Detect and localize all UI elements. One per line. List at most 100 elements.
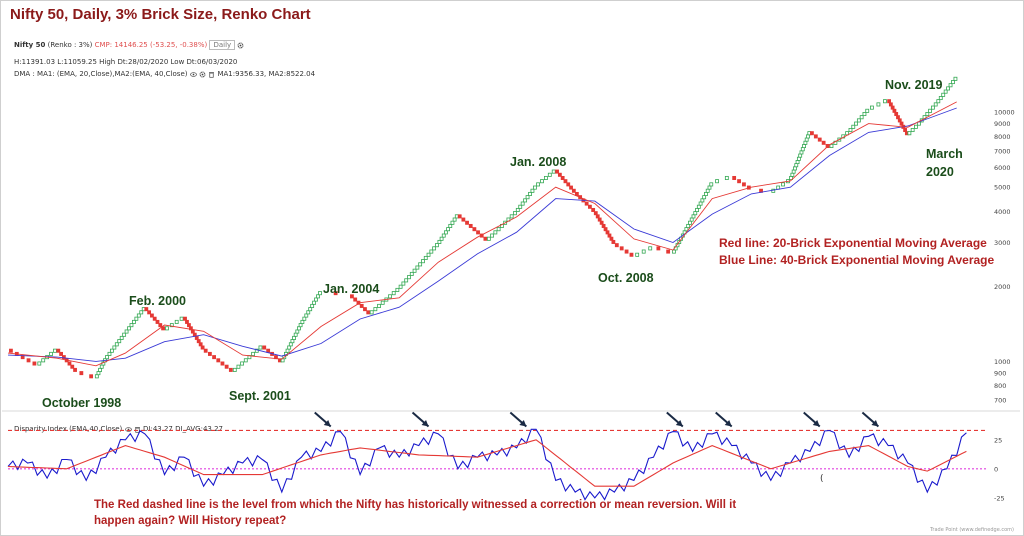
up-brick	[169, 323, 174, 328]
up-brick	[707, 185, 712, 190]
up-brick	[641, 249, 646, 254]
gear-icon[interactable]	[199, 71, 206, 78]
price-tick-label: 800	[994, 382, 1006, 390]
up-brick	[518, 204, 523, 209]
down-brick	[593, 211, 598, 216]
down-brick	[574, 191, 579, 196]
up-brick	[293, 332, 298, 337]
up-brick	[418, 262, 423, 267]
down-brick	[566, 182, 571, 187]
up-brick	[705, 188, 710, 193]
up-brick	[698, 201, 703, 206]
up-brick	[437, 239, 442, 244]
up-brick	[791, 169, 796, 174]
up-brick	[914, 124, 918, 129]
down-brick	[188, 326, 193, 331]
up-brick	[793, 166, 797, 171]
up-brick	[806, 134, 810, 139]
up-brick	[800, 147, 805, 152]
down-brick	[212, 355, 216, 360]
down-brick	[183, 316, 187, 321]
down-brick	[59, 351, 63, 356]
up-brick	[933, 102, 938, 107]
up-brick	[781, 182, 785, 187]
up-brick	[883, 99, 887, 104]
disparity-tick-label: 0	[994, 465, 998, 473]
up-brick	[686, 223, 691, 228]
up-brick	[165, 326, 169, 331]
up-brick	[496, 227, 501, 232]
up-brick	[117, 339, 122, 344]
up-brick	[254, 348, 259, 353]
down-brick	[571, 188, 576, 193]
up-brick	[94, 374, 99, 379]
up-brick	[829, 143, 834, 148]
up-brick	[948, 83, 953, 88]
up-brick	[122, 332, 127, 337]
moving-average-lines	[7, 101, 957, 367]
up-brick	[943, 89, 948, 94]
up-brick	[859, 115, 864, 120]
up-brick	[110, 348, 114, 353]
up-brick	[525, 195, 530, 200]
price-tick-label: 6000	[994, 164, 1011, 172]
arrow-icon	[509, 411, 527, 428]
down-brick	[465, 220, 469, 225]
down-brick	[144, 307, 149, 312]
up-brick	[105, 355, 109, 360]
up-brick	[251, 351, 256, 356]
up-brick	[49, 351, 53, 356]
down-brick	[359, 303, 364, 308]
down-brick	[187, 323, 191, 328]
up-brick	[530, 188, 535, 193]
renko-params: (Renko : 3%)	[47, 41, 93, 49]
up-brick	[715, 179, 719, 184]
down-brick	[810, 131, 814, 136]
up-brick	[490, 233, 495, 238]
up-brick	[306, 310, 311, 315]
up-brick	[302, 316, 307, 321]
hilo-stats: H:11391.03 L:11059.25 High Dt:28/02/2020…	[14, 58, 238, 66]
footnote: The Red dashed line is the level from wh…	[94, 499, 737, 527]
down-brick	[605, 230, 610, 235]
dma-header: DMA : MA1: (EMA, 20,Close),MA2:(EMA, 40,…	[14, 70, 315, 78]
trash-icon[interactable]	[208, 71, 215, 78]
down-brick	[588, 204, 592, 209]
gear-icon[interactable]	[237, 42, 244, 49]
label-jan-2008: Jan. 2008	[510, 155, 566, 169]
eye-icon[interactable]	[189, 71, 197, 78]
down-brick	[216, 358, 221, 363]
up-brick	[124, 329, 129, 334]
down-brick	[609, 236, 614, 241]
up-brick	[672, 249, 676, 254]
up-brick	[316, 294, 320, 299]
down-brick	[595, 214, 600, 219]
up-brick	[288, 342, 293, 347]
down-brick	[161, 326, 165, 331]
label-march: March	[926, 147, 963, 161]
up-brick	[704, 191, 708, 196]
down-brick	[150, 313, 154, 318]
up-brick	[285, 348, 290, 353]
period-select[interactable]: Daily	[209, 40, 236, 50]
trash-icon[interactable]	[134, 426, 141, 433]
down-brick	[813, 134, 818, 139]
down-brick	[89, 374, 94, 379]
up-brick	[304, 313, 309, 318]
down-brick	[190, 329, 195, 334]
up-brick	[953, 76, 958, 81]
ema40-line	[7, 107, 957, 362]
up-brick	[907, 131, 912, 136]
down-brick	[228, 367, 233, 372]
up-brick	[398, 284, 403, 289]
up-brick	[318, 291, 322, 296]
down-brick	[591, 207, 596, 212]
up-brick	[796, 156, 801, 161]
up-brick	[179, 316, 184, 321]
arrow-icon	[803, 411, 821, 428]
down-brick	[821, 140, 826, 145]
down-brick	[468, 223, 473, 228]
up-brick	[53, 348, 57, 353]
down-brick	[56, 348, 61, 353]
down-brick	[266, 348, 271, 353]
